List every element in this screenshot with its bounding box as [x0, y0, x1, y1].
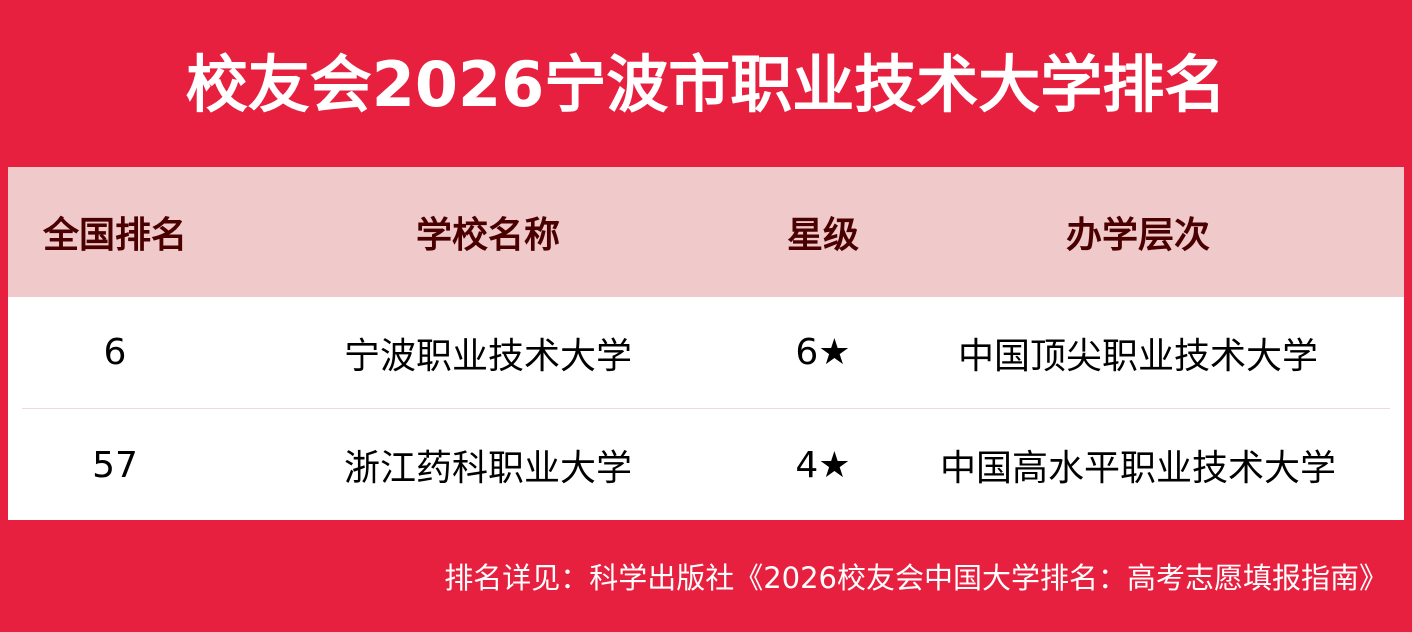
header-school: 学校名称 [415, 215, 560, 256]
stars-cell: 4★ [795, 444, 851, 486]
page-title: 校友会2026宁波市职业技术大学排名 [185, 48, 1227, 121]
rank-cell: 57 [92, 444, 138, 486]
ranking-table: 全国排名 学校名称 星级 办学层次 6 宁波职业技术大学 6★ 中国顶尖职业技术… [8, 167, 1404, 520]
header-rank: 全国排名 [42, 215, 187, 256]
level-cell: 中国顶尖职业技术大学 [957, 335, 1318, 377]
source-note: 排名详见：科学出版社《2026校友会中国大学排名：高考志愿填报指南》 [444, 561, 1388, 595]
header-level: 办学层次 [1065, 215, 1210, 256]
school-cell: 宁波职业技术大学 [343, 335, 632, 377]
table-row: 6 宁波职业技术大学 6★ 中国顶尖职业技术大学 [22, 297, 1390, 409]
stars-cell: 6★ [795, 332, 851, 373]
level-cell: 中国高水平职业技术大学 [939, 448, 1336, 489]
rank-cell: 6 [103, 332, 127, 373]
header-stars: 星级 [786, 215, 859, 256]
table-row: 57 浙江药科职业大学 4★ 中国高水平职业技术大学 [8, 409, 1404, 521]
school-cell: 浙江药科职业大学 [343, 448, 632, 489]
table-header: 全国排名 学校名称 星级 办学层次 [8, 167, 1404, 297]
